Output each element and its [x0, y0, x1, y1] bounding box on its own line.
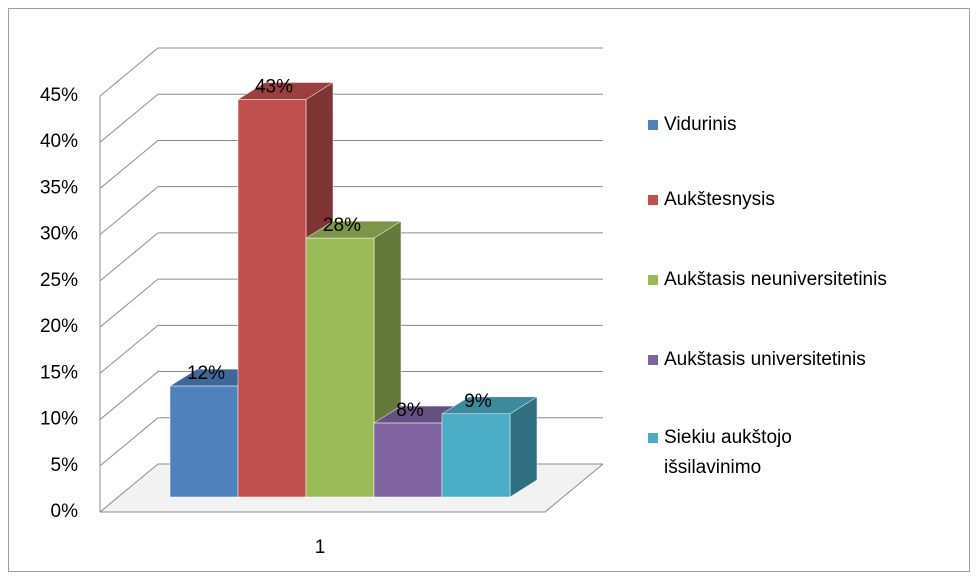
y-tick-label: 20% — [40, 316, 78, 337]
bar — [169, 385, 239, 498]
bar-side — [509, 396, 538, 498]
y-tick-label: 25% — [40, 270, 78, 291]
x-tick-label: 1 — [315, 537, 326, 558]
legend-label: Aukštasis neuniversitetinis — [664, 269, 887, 290]
data-label: 43% — [255, 77, 293, 98]
legend-swatch — [648, 355, 658, 365]
y-tick-label: 0% — [51, 501, 79, 522]
bar — [373, 422, 443, 498]
grid-line — [99, 324, 603, 374]
grid-line — [99, 232, 603, 282]
y-tick-label: 30% — [40, 224, 78, 245]
legend-item: Vidurinis — [648, 110, 737, 140]
legend-item: Aukštesnysis — [648, 185, 775, 215]
grid-line — [99, 278, 603, 328]
legend-swatch — [648, 195, 658, 205]
legend-label: Siekiu aukštojo išsilavinimo — [664, 427, 792, 478]
y-tick-label: 5% — [51, 455, 79, 476]
data-label: 12% — [187, 363, 225, 384]
bar — [237, 99, 307, 498]
legend-label: Vidurinis — [664, 114, 737, 135]
grid-line — [99, 371, 603, 420]
y-tick-label: 40% — [40, 131, 78, 152]
legend-swatch — [648, 120, 658, 130]
legend-label: Aukštasis universitetinis — [664, 349, 866, 370]
grid-line — [99, 139, 603, 189]
grid-line — [99, 186, 603, 236]
data-label: 9% — [464, 391, 492, 412]
legend-item: Siekiu aukštojo išsilavinimo — [648, 423, 792, 483]
grid-line — [99, 93, 603, 143]
y-tick-label: 15% — [40, 362, 78, 383]
legend-item: Aukštasis neuniversitetinis — [648, 265, 887, 295]
bar — [441, 413, 511, 498]
legend-label: Aukštesnysis — [664, 189, 775, 210]
data-label: 8% — [396, 400, 424, 421]
grid-line — [99, 47, 603, 97]
bar — [305, 237, 375, 498]
y-tick-label: 10% — [40, 409, 78, 430]
legend-item: Aukštasis universitetinis — [648, 345, 866, 375]
y-tick-label: 35% — [40, 177, 78, 198]
legend-swatch — [648, 275, 658, 285]
legend-swatch — [648, 433, 658, 443]
data-label: 28% — [323, 215, 361, 236]
y-tick-label: 45% — [40, 85, 78, 106]
x-axis — [100, 463, 604, 513]
